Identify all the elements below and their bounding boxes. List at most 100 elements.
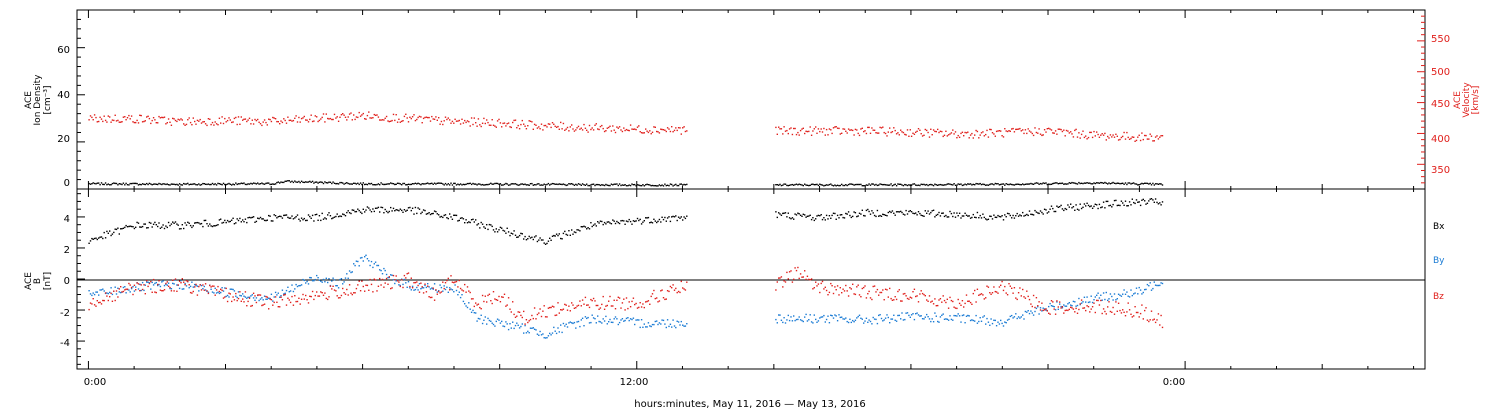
data-point — [270, 120, 273, 123]
data-point — [983, 135, 985, 137]
data-point — [520, 123, 522, 126]
data-point — [333, 279, 336, 281]
data-point — [510, 327, 512, 329]
data-point — [98, 237, 100, 239]
data-point — [1034, 127, 1036, 129]
data-point — [135, 289, 137, 291]
data-point — [551, 332, 554, 334]
data-point — [221, 287, 223, 289]
data-point — [159, 285, 162, 288]
data-point — [546, 242, 548, 245]
data-point — [983, 315, 985, 317]
data-point — [1135, 199, 1138, 201]
data-point — [191, 226, 193, 229]
data-point — [395, 280, 397, 282]
data-point — [498, 118, 500, 121]
data-point — [152, 183, 155, 185]
data-point — [195, 123, 197, 125]
data-point — [488, 319, 491, 322]
data-point — [908, 184, 910, 186]
data-point — [1043, 182, 1046, 185]
data-point — [934, 312, 936, 314]
data-point — [274, 183, 277, 185]
data-point — [152, 278, 155, 281]
data-point — [173, 283, 175, 285]
data-point — [1089, 182, 1091, 184]
data-point — [246, 183, 248, 186]
data-point — [473, 183, 475, 185]
data-point — [995, 183, 998, 185]
data-point — [802, 276, 804, 278]
data-point — [191, 124, 193, 126]
data-point — [915, 212, 917, 214]
data-point — [572, 128, 574, 130]
data-point — [1056, 133, 1058, 135]
data-point — [294, 180, 296, 182]
data-point — [1144, 200, 1146, 202]
data-point — [827, 134, 829, 136]
data-point — [120, 286, 122, 288]
data-point — [969, 301, 972, 304]
data-point — [950, 132, 953, 134]
data-point — [295, 181, 297, 183]
data-point — [262, 121, 264, 123]
data-point — [268, 308, 270, 310]
data-point — [242, 298, 244, 300]
data-point — [799, 183, 802, 186]
data-point — [169, 287, 171, 290]
data-point — [868, 183, 870, 185]
data-point — [599, 321, 602, 323]
data-point — [891, 210, 894, 212]
data-point — [233, 117, 236, 120]
data-point — [575, 231, 577, 234]
data-point — [461, 294, 463, 296]
data-point — [913, 133, 916, 135]
data-point — [1034, 310, 1036, 313]
data-point — [411, 287, 414, 289]
data-point — [790, 127, 792, 129]
data-point — [819, 317, 821, 319]
data-point — [860, 213, 862, 215]
data-point — [998, 130, 1001, 132]
data-point — [680, 280, 682, 283]
data-point — [177, 118, 179, 121]
data-point — [388, 210, 390, 213]
data-point — [355, 183, 358, 185]
data-point — [317, 219, 319, 221]
data-point — [410, 117, 412, 120]
data-point — [1006, 130, 1009, 133]
data-point — [225, 121, 227, 123]
data-point — [183, 288, 185, 290]
data-point — [558, 128, 560, 130]
data-point — [1128, 309, 1131, 311]
data-point — [873, 318, 876, 320]
data-point — [258, 294, 260, 296]
data-point — [1116, 204, 1118, 207]
data-point — [1149, 319, 1151, 321]
data-point — [348, 284, 351, 286]
data-point — [937, 213, 939, 216]
top-right-tick-label: 450 — [1431, 99, 1450, 110]
data-point — [572, 233, 574, 235]
data-point — [614, 222, 617, 225]
data-point — [343, 281, 345, 283]
data-point — [942, 313, 944, 315]
data-point — [679, 183, 681, 185]
data-point — [950, 299, 953, 302]
data-point — [247, 183, 249, 185]
data-point — [912, 212, 914, 214]
data-point — [342, 287, 344, 290]
data-point — [1064, 135, 1066, 137]
data-point — [124, 184, 126, 186]
data-point — [252, 216, 255, 218]
data-point — [1145, 288, 1147, 291]
data-point — [603, 221, 606, 224]
data-point — [279, 296, 281, 298]
data-point — [151, 119, 153, 122]
data-point — [838, 314, 840, 316]
data-point — [461, 289, 463, 291]
data-point — [1105, 139, 1107, 141]
data-point — [1004, 285, 1006, 288]
data-point — [676, 219, 678, 222]
data-point — [560, 121, 562, 124]
